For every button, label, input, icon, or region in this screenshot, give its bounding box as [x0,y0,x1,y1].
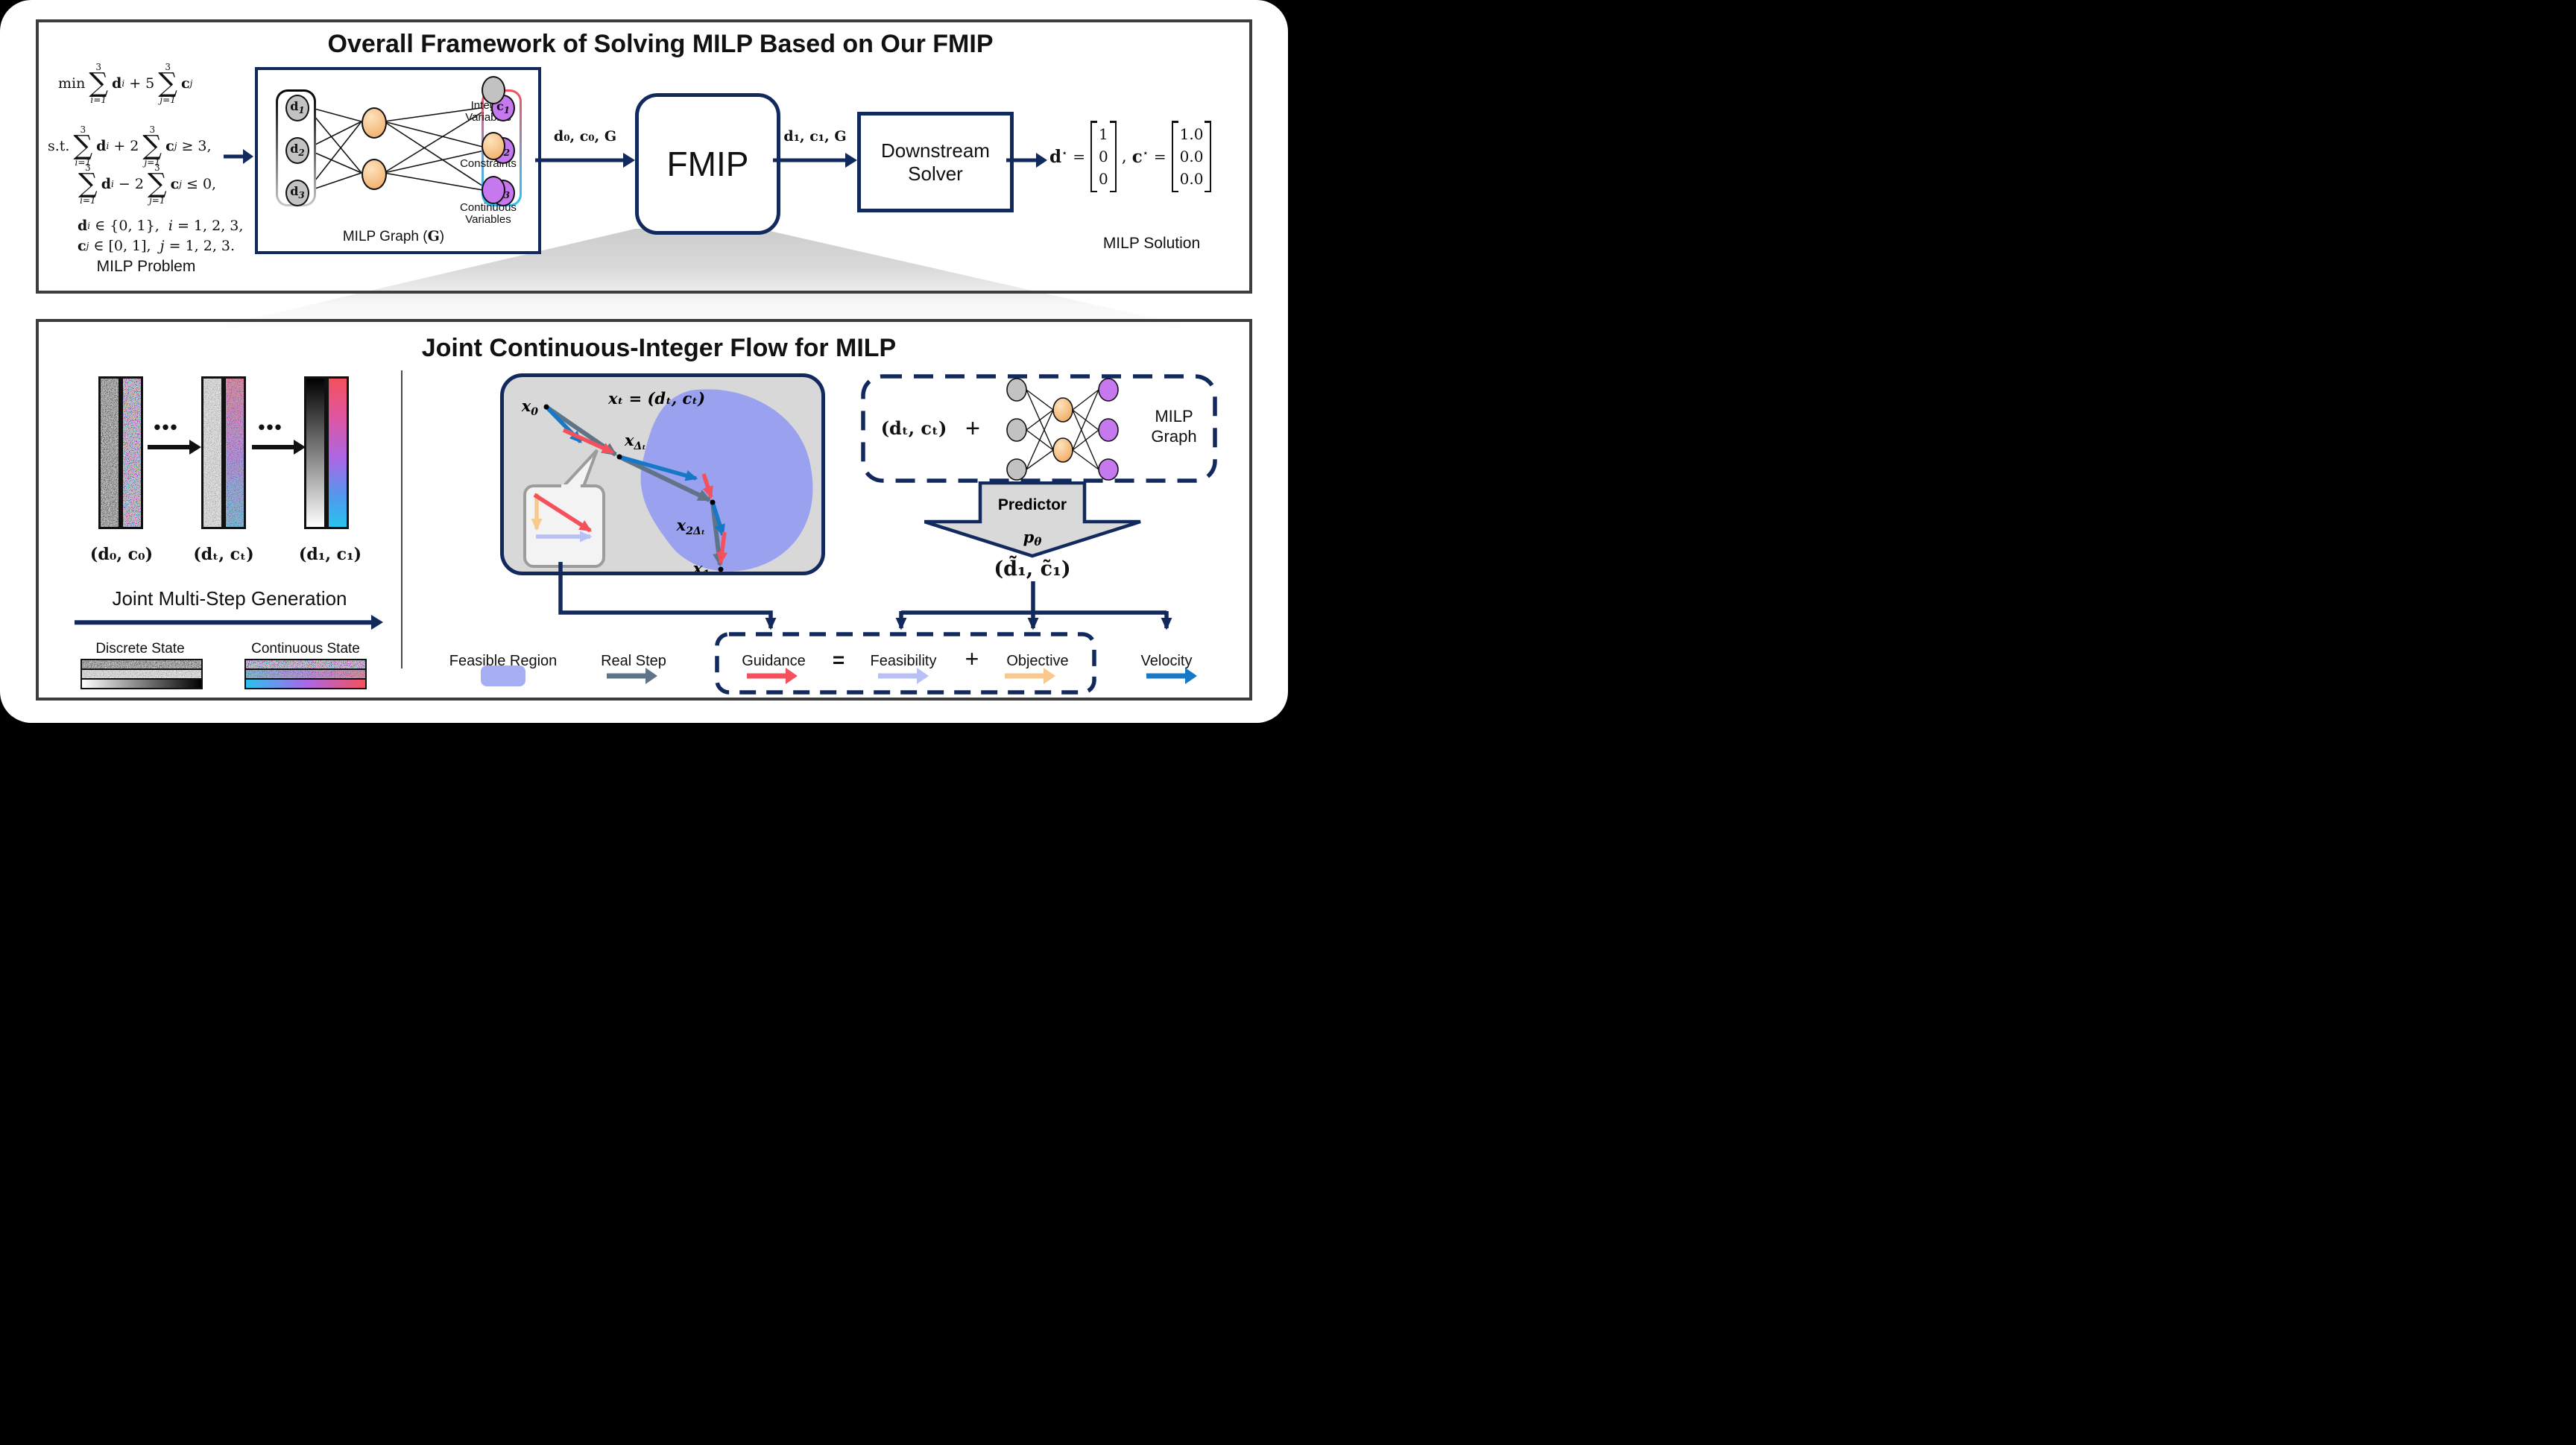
generation-step-arrow-1 [148,439,189,455]
solver-to-solution-arrow [1006,152,1036,168]
top-panel [36,19,1252,294]
figure-canvas: Overall Framework of Solving MILP Based … [0,0,1288,723]
velocity-arrow-icon [1146,668,1185,684]
feasible-region-swatch [481,665,525,686]
joint-generation-label: Joint Multi-Step Generation [112,587,347,610]
mini-milp-graph [1006,378,1119,481]
predictor-symbol: pθ [1023,528,1042,548]
bottom-panel-title: Joint Continuous-Integer Flow for MILP [421,334,897,362]
continuous-state-label: Continuous State [251,641,360,657]
generation-step-arrow-2 [252,439,294,455]
guidance-decomposition-callout [523,449,605,568]
constraint-legend-label: Constraints [460,157,517,170]
bar-label-d1c1: (d₁, c₁) [298,545,362,564]
predictor-label: Predictor [998,496,1067,513]
fmip-output-label: d₁, c₁, G [783,128,847,145]
bar-d0-noise [98,376,121,529]
fmip-input-label: d₀, c₀, G [553,128,617,145]
flow-trajectory-plot: x0 xₜ = (dₜ, cₜ) xΔₜ x2Δₜ x1 [500,373,825,575]
bar-d1-gradient [304,376,326,529]
guidance-arrows [562,428,728,565]
discrete-state-strip-clean [80,678,203,689]
node-d2: d2 [285,137,309,164]
node-constraint-2 [362,159,387,190]
bar-c1-gradient [326,376,349,529]
node-d1: d1 [285,95,309,121]
milp-solution-caption: MILP Solution [1102,235,1201,252]
bar-ct-gradient-noise [224,376,246,529]
x-2delta-t-label: x2Δₜ [676,516,705,537]
node-constraint-1 [362,107,387,139]
milp-graph-caption: MILP Graph (G) [342,228,445,244]
mini-milp-graph-label: MILP Graph [1151,407,1197,446]
bar-label-d0c0: (d₀, c₀) [89,545,154,564]
integer-variable-legend-label: Integer Variables [465,99,511,124]
constraint-legend-icon [482,132,505,160]
guidance-arrow-icon [747,668,786,684]
fmip-label: FMIP [666,145,749,183]
objective-arrow-icon [1005,668,1044,684]
discrete-state-label: Discrete State [95,641,185,657]
prediction-output: (d̃₁, c̃₁) [994,557,1071,581]
node-d3: d3 [285,180,309,206]
section-divider [401,370,402,668]
downstream-solver-label: Downstream Solver [881,139,990,185]
real-step-label: Real Step [601,653,666,669]
guidance-sum-arrow [533,493,593,533]
feasible-region-label: Feasible Region [449,653,558,669]
bar-dt-noise [201,376,224,529]
feasibility-arrow-icon [878,668,917,684]
continuous-state-strip-clean [244,678,367,689]
x0-label: x0 [521,396,539,418]
generation-dots-1: ••• [154,416,179,438]
velocity-label: Velocity [1140,653,1193,669]
milp-problem-caption: MILP Problem [96,258,196,275]
graph-to-fmip-arrow [535,152,623,168]
problem-to-graph-arrow [224,148,243,165]
joint-generation-arrow [75,614,371,630]
fmip-to-solver-arrow [773,152,845,168]
predictor-input-plus: + [965,414,980,443]
feasible-region-blob [640,389,813,572]
real-step-arrow-icon [607,668,645,684]
continuous-variable-legend-label: Continuous Variables [460,201,517,226]
downstream-solver-box: Downstream Solver [857,112,1014,212]
integer-variable-legend-icon [482,76,505,104]
bar-label-dtct: (dₜ, cₜ) [193,545,254,564]
top-panel-title: Overall Framework of Solving MILP Based … [327,30,994,58]
fmip-box: FMIP [635,93,780,235]
predictor-input-state: (dₜ, cₜ) [880,417,947,439]
bar-c0-noise [121,376,143,529]
x-delta-t-label: xΔₜ [624,431,646,452]
predictor-arrow: Predictor pθ [924,481,1141,558]
c-star-matrix: 1.0 0.0 0.0 [1171,121,1212,192]
xt-equation-label: xₜ = (dₜ, cₜ) [607,389,705,408]
continuous-variable-legend-icon [482,176,505,204]
bottom-panel [36,319,1252,701]
generation-dots-2: ••• [258,416,283,438]
